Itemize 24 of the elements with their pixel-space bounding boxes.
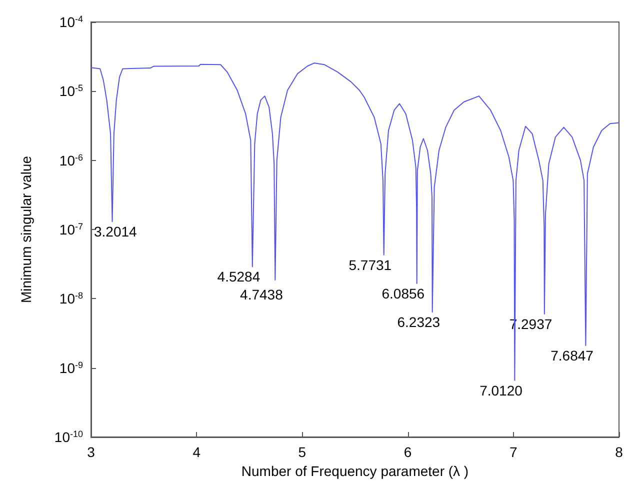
y-axis-title: Minimum singular value (18, 156, 34, 304)
annotation: 5.7731 (348, 256, 392, 273)
x-tick-label: 4 (192, 444, 201, 460)
y-tick-label: 10$^{-5}$ (59, 83, 83, 100)
x-tick-label: 8 (615, 444, 624, 460)
annotation: 4.5284 (217, 268, 260, 285)
annotation: 7.0120 (480, 382, 523, 398)
annotation: 6.0856 (382, 285, 425, 302)
y-tick-label: 10$^{-10}$ (54, 429, 83, 445)
y-tick-label: 10$^{-4}$ (59, 14, 83, 30)
annotation: 3.2014 (94, 224, 138, 240)
x-tick-label: 5 (298, 444, 306, 460)
x-axis-title: Number of Frequency parameter (λ ) (241, 462, 469, 479)
x-tick-label: 7 (510, 444, 518, 460)
y-tick-label: 10$^{-9}$ (59, 360, 83, 376)
y-tick-label: 10$^{-8}$ (59, 290, 83, 307)
annotation: 6.2323 (397, 314, 440, 330)
line-series (90, 62, 620, 381)
annotation: 4.7438 (240, 286, 284, 303)
y-tick-label: 10$^{-7}$ (59, 222, 83, 238)
y-tick-label: 10$^{-6}$ (59, 152, 83, 168)
x-tick-label: 3 (87, 444, 96, 460)
annotation: 7.6847 (550, 348, 594, 364)
x-tick-label: 6 (404, 444, 412, 460)
